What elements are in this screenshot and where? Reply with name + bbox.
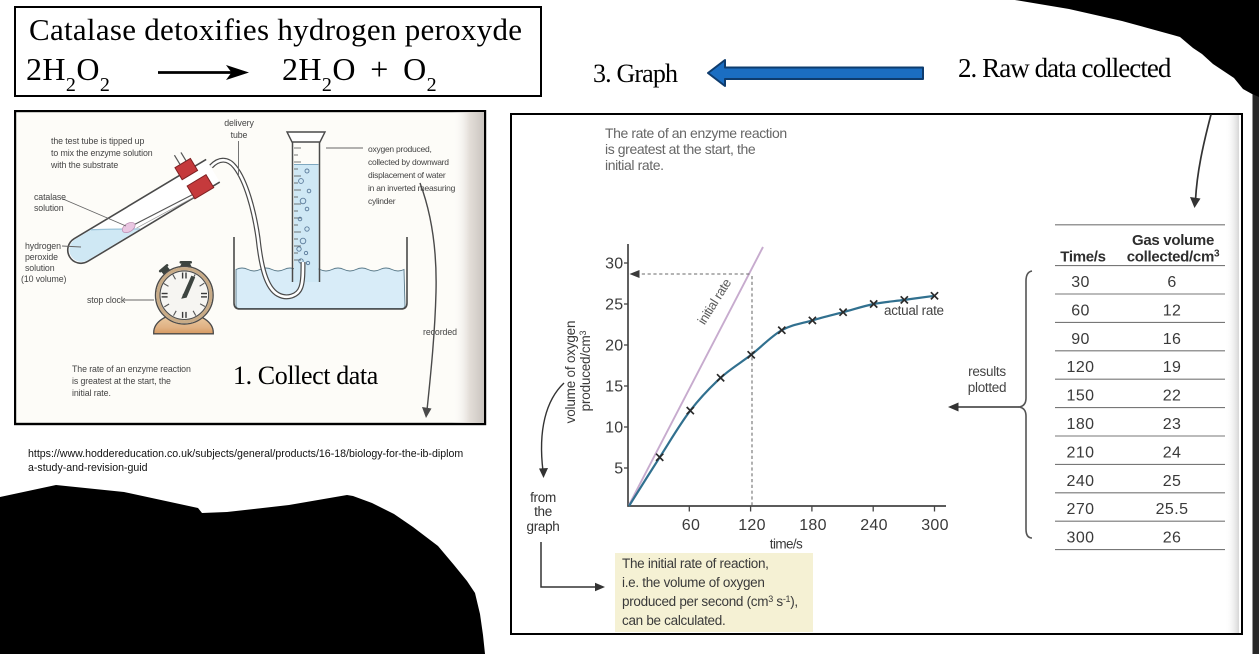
svg-text:1. Collect data: 1. Collect data — [233, 361, 379, 390]
svg-text:can be calculated.: can be calculated. — [622, 613, 725, 628]
svg-text:from: from — [530, 490, 556, 505]
svg-text:produced/cm3: produced/cm3 — [578, 330, 593, 411]
svg-text:is greatest at the start, the: is greatest at the start, the — [605, 141, 756, 157]
svg-text:300: 300 — [1067, 529, 1095, 546]
svg-text:initial rate: initial rate — [694, 276, 734, 327]
svg-text:150: 150 — [1067, 388, 1095, 405]
svg-text:25: 25 — [605, 297, 623, 314]
svg-text:oxygen produced,: oxygen produced, — [368, 144, 432, 154]
svg-text:actual rate: actual rate — [884, 303, 944, 318]
svg-text:The rate of an enzyme reaction: The rate of an enzyme reaction — [605, 125, 787, 141]
svg-text:plotted: plotted — [968, 380, 1006, 395]
svg-text:The initial rate of reaction,: The initial rate of reaction, — [622, 556, 769, 571]
svg-text:25.5: 25.5 — [1156, 501, 1189, 518]
svg-text:to mix the enzyme solution: to mix the enzyme solution — [51, 148, 153, 158]
svg-text:i.e. the volume of oxygen: i.e. the volume of oxygen — [622, 575, 765, 590]
svg-text:120: 120 — [738, 517, 766, 534]
svg-text:volume of oxygen: volume of oxygen — [563, 321, 578, 424]
svg-text:30: 30 — [1071, 274, 1090, 291]
svg-text:tube: tube — [231, 130, 248, 140]
svg-text:peroxide: peroxide — [25, 252, 58, 262]
svg-text:delivery: delivery — [224, 118, 254, 128]
svg-text:25: 25 — [1163, 473, 1182, 490]
svg-text:60: 60 — [1071, 302, 1090, 319]
svg-text:in an inverted measuring: in an inverted measuring — [368, 183, 456, 193]
svg-text:collected by downward: collected by downward — [368, 157, 449, 167]
svg-text:initial rate.: initial rate. — [72, 388, 111, 398]
svg-text:hydrogen: hydrogen — [25, 241, 61, 251]
svg-text:is greatest at the start, the: is greatest at the start, the — [72, 376, 171, 386]
svg-text:initial rate.: initial rate. — [605, 157, 664, 173]
svg-text:90: 90 — [1071, 331, 1090, 348]
svg-text:23: 23 — [1163, 416, 1182, 433]
svg-text:cylinder: cylinder — [368, 196, 396, 206]
svg-text:270: 270 — [1067, 501, 1095, 518]
svg-text:60: 60 — [682, 517, 700, 534]
svg-text:26: 26 — [1163, 529, 1182, 546]
svg-text:6: 6 — [1167, 274, 1176, 291]
svg-text:collected/cm3: collected/cm3 — [1127, 249, 1220, 266]
svg-text:180: 180 — [799, 517, 827, 534]
svg-text:displacement of water: displacement of water — [368, 170, 446, 180]
svg-text:240: 240 — [860, 517, 888, 534]
svg-text:19: 19 — [1163, 359, 1182, 376]
svg-text:the: the — [534, 504, 552, 519]
svg-text:30: 30 — [605, 256, 623, 273]
svg-text:results: results — [968, 364, 1006, 379]
svg-text:16: 16 — [1163, 331, 1182, 348]
svg-text:240: 240 — [1067, 473, 1095, 490]
svg-text:10: 10 — [605, 420, 623, 437]
svg-text:The rate of an enzyme reaction: The rate of an enzyme reaction — [72, 364, 191, 374]
svg-text:15: 15 — [605, 379, 623, 396]
svg-text:(10 volume): (10 volume) — [21, 274, 67, 284]
svg-text:Gas volume: Gas volume — [1132, 232, 1214, 249]
svg-text:5: 5 — [614, 461, 623, 478]
svg-text:300: 300 — [921, 517, 949, 534]
svg-text:with the substrate: with the substrate — [50, 160, 118, 170]
svg-text:the test tube is tipped up: the test tube is tipped up — [51, 136, 144, 146]
svg-text:produced per second (cm3 s-1),: produced per second (cm3 s-1), — [622, 594, 798, 609]
svg-text:time/s: time/s — [770, 537, 803, 552]
svg-text:120: 120 — [1067, 359, 1095, 376]
svg-text:catalase: catalase — [34, 192, 66, 202]
svg-text:22: 22 — [1163, 388, 1182, 405]
svg-text:12: 12 — [1163, 302, 1182, 319]
svg-text:Time/s: Time/s — [1060, 249, 1105, 266]
svg-text:stop clock: stop clock — [87, 295, 126, 305]
svg-text:recorded: recorded — [423, 327, 457, 337]
svg-text:20: 20 — [605, 338, 623, 355]
svg-text:solution: solution — [34, 203, 64, 213]
svg-text:solution: solution — [25, 263, 55, 273]
svg-text:graph: graph — [526, 519, 559, 534]
svg-text:24: 24 — [1163, 444, 1182, 461]
svg-text:210: 210 — [1067, 444, 1095, 461]
svg-text:180: 180 — [1067, 416, 1095, 433]
